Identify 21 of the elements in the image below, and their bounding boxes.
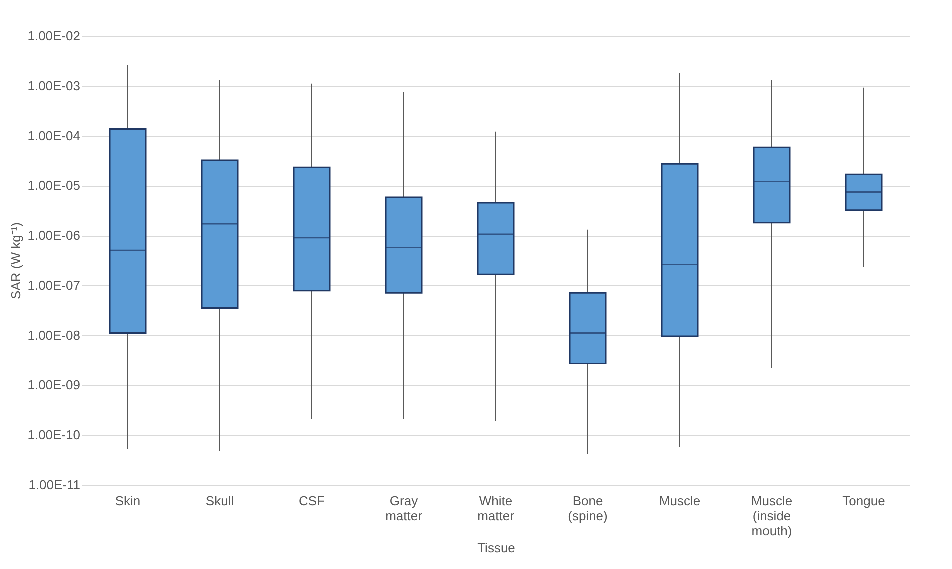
y-tick-label: 1.00E-06 — [28, 228, 80, 244]
x-tick-label: Gray matter — [386, 494, 424, 524]
x-tick-label: Tongue — [842, 494, 886, 508]
x-tick-label: Skin — [115, 494, 141, 508]
x-tick-label: Muscle — [659, 494, 701, 508]
x-tick-label: Skull — [206, 494, 234, 508]
y-tick-label: 1.00E-09 — [28, 378, 80, 393]
y-tick-label: 1.00E-08 — [28, 328, 80, 343]
y-tick-label: 1.00E-07 — [28, 278, 80, 293]
y-tick-label: 1.00E-02 — [28, 28, 80, 44]
x-tick-label: CSF — [299, 494, 326, 508]
x-axis-title: Tissue — [478, 540, 516, 556]
y-tick-label: 1.00E-05 — [28, 178, 80, 194]
y-axis-title: SAR (W kg⁻¹) — [8, 222, 24, 300]
y-tick-label: 1.00E-11 — [28, 478, 80, 492]
x-tick-label: Muscle (inside mouth) — [751, 494, 793, 538]
x-tick-label: White matter — [478, 494, 516, 524]
x-tick-label: Bone (spine) — [568, 494, 608, 524]
y-tick-label: 1.00E-03 — [28, 78, 80, 94]
y-tick-label: 1.00E-04 — [28, 128, 80, 144]
y-tick-label: 1.00E-10 — [28, 428, 80, 443]
